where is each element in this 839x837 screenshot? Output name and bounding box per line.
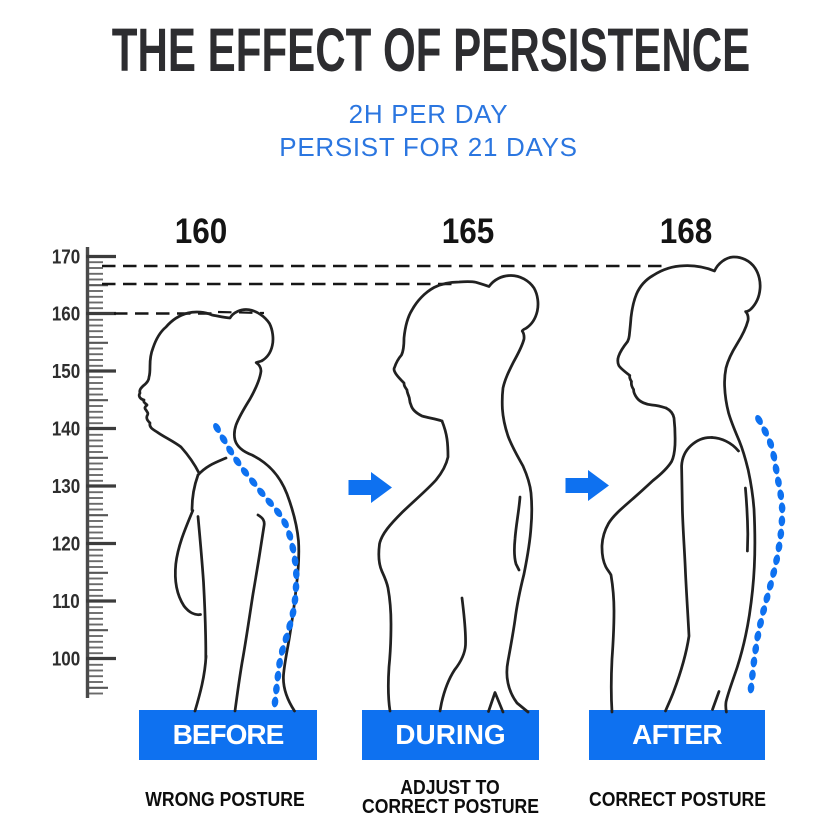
svg-text:140: 140 (52, 417, 80, 440)
svg-text:100: 100 (52, 647, 80, 670)
svg-text:130: 130 (52, 475, 80, 498)
svg-text:170: 170 (52, 245, 80, 268)
svg-text:120: 120 (52, 532, 80, 555)
svg-text:160: 160 (52, 302, 80, 325)
svg-text:110: 110 (52, 590, 79, 613)
svg-text:150: 150 (52, 360, 80, 383)
